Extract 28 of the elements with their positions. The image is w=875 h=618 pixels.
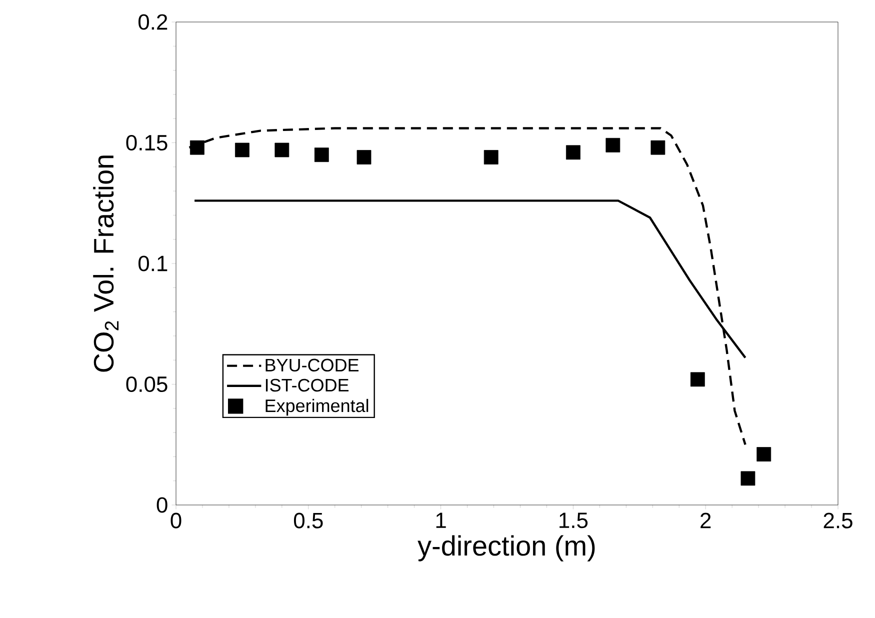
y-tick-label: 0: [156, 497, 168, 513]
point: [274, 142, 290, 158]
x-tick-label: 2: [700, 512, 711, 528]
point: [566, 145, 580, 160]
point: [756, 447, 772, 462]
legend-label: IST-CODE: [266, 378, 349, 392]
x-tick-label: 0.5: [294, 512, 323, 528]
point: [484, 150, 498, 164]
legend-label: Experimental: [266, 398, 368, 416]
y-tick-label: 0.15: [126, 134, 168, 151]
y-tick-label: 0.05: [126, 376, 168, 392]
y-tick-label: 0.1: [138, 256, 168, 272]
point: [606, 138, 620, 152]
point: [235, 142, 250, 158]
legend-label: BYU-CODE: [266, 358, 359, 372]
x-tick-label: 1: [436, 512, 446, 528]
point: [650, 140, 666, 155]
point: [190, 140, 204, 155]
point: [740, 471, 756, 486]
y-tick-label: 0.2: [138, 14, 168, 30]
x-tick-label: 2.5: [824, 512, 852, 528]
point: [356, 150, 372, 164]
point: [690, 372, 705, 387]
y-axis-title: CO$_{2}$ Vol. Fraction: [93, 156, 119, 372]
x-tick-label: 0: [170, 512, 182, 528]
x-axis-title: y-direction (m): [418, 535, 595, 562]
x-tick-label: 1.5: [560, 512, 588, 528]
point: [314, 148, 329, 162]
